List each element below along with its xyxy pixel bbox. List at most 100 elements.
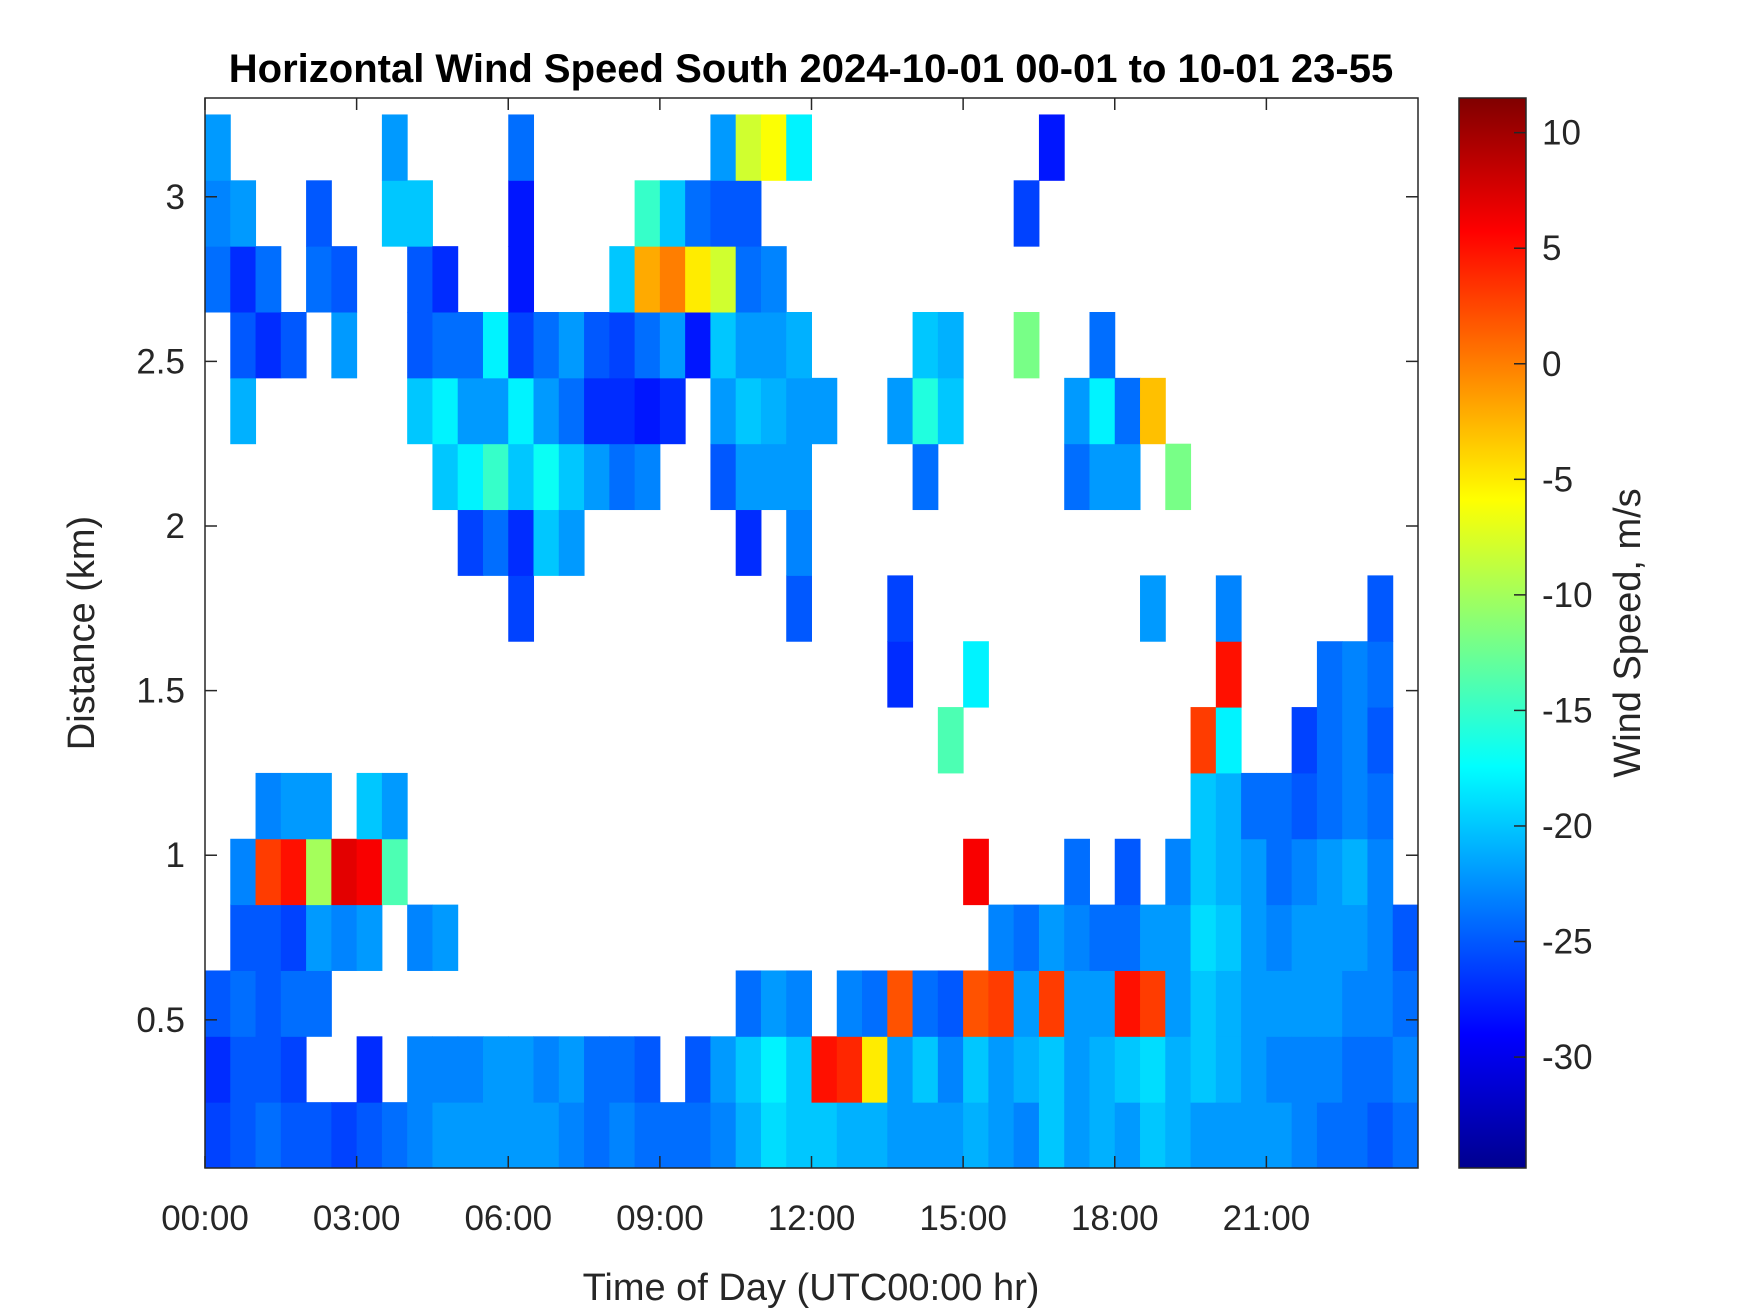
heatmap-cell	[634, 443, 661, 511]
heatmap-cell	[1266, 838, 1293, 906]
heatmap-cell	[280, 772, 307, 840]
heatmap-cell	[331, 1102, 358, 1169]
heatmap-cell	[862, 1102, 888, 1169]
heatmap-cell	[786, 970, 812, 1037]
heatmap-cell	[887, 575, 914, 642]
heatmap-cell	[407, 180, 433, 247]
heatmap-cell	[356, 904, 383, 971]
heatmap-cell	[1316, 772, 1343, 840]
heatmap-cell	[407, 312, 433, 379]
heatmap-cell	[205, 114, 231, 181]
heatmap-cell	[1038, 1102, 1065, 1169]
heatmap-cell	[1190, 838, 1217, 906]
heatmap-cell	[1291, 707, 1318, 774]
heatmap-cell	[1266, 1036, 1293, 1103]
colorbar-label: Wind Speed, m/s	[1607, 488, 1649, 777]
heatmap-cell	[558, 443, 585, 511]
heatmap-cell	[407, 904, 433, 971]
heatmap-cell	[710, 114, 737, 181]
colorbar-tick-label: -25	[1542, 923, 1593, 962]
heatmap-cell	[988, 1102, 1015, 1169]
heatmap-cell	[356, 838, 383, 906]
heatmap-cell	[1190, 772, 1217, 840]
chart-title: Horizontal Wind Speed South 2024-10-01 0…	[229, 47, 1393, 91]
heatmap-cell	[760, 377, 787, 445]
heatmap-cell	[280, 1102, 307, 1169]
heatmap-cell	[1367, 904, 1394, 971]
heatmap-cell	[710, 246, 737, 313]
heatmap-cell	[659, 377, 686, 445]
heatmap-cell	[1064, 838, 1090, 906]
heatmap-cell	[887, 1036, 914, 1103]
heatmap-cell	[280, 312, 307, 379]
heatmap-cell	[1367, 970, 1394, 1037]
heatmap-cell	[1241, 772, 1267, 840]
colorbar-tick-label: 10	[1542, 114, 1581, 153]
heatmap-cell	[1064, 970, 1090, 1037]
heatmap-cell	[558, 1036, 585, 1103]
heatmap-cell	[1114, 443, 1141, 511]
heatmap-cell	[306, 246, 332, 313]
heatmap-cell	[1013, 1102, 1040, 1169]
heatmap-cell	[230, 904, 257, 971]
heatmap-cell	[356, 1102, 383, 1169]
heatmap-cell	[331, 904, 358, 971]
heatmap-cell	[306, 838, 332, 906]
heatmap-cell	[1089, 904, 1116, 971]
heatmap-cell	[710, 377, 737, 445]
heatmap-cell	[1089, 377, 1116, 445]
colorbar-tick-label: 0	[1542, 345, 1561, 384]
heatmap-cell	[432, 904, 459, 971]
heatmap-cell	[558, 509, 585, 576]
heatmap-cell	[988, 1036, 1015, 1103]
heatmap-cell	[407, 1102, 433, 1169]
heatmap-cell	[508, 509, 535, 576]
heatmap-cell	[685, 312, 711, 379]
heatmap-cell	[735, 377, 762, 445]
heatmap-cell	[836, 970, 863, 1037]
heatmap-cell	[937, 707, 964, 774]
heatmap-cell	[1215, 904, 1242, 971]
heatmap-cell	[1089, 1102, 1116, 1169]
heatmap-cell	[1367, 575, 1394, 642]
heatmap-cell	[584, 443, 610, 511]
heatmap-cell	[432, 1036, 459, 1103]
y-tick-label: 2.5	[136, 342, 185, 381]
heatmap-cell	[912, 1102, 939, 1169]
heatmap-cell	[1342, 1102, 1368, 1169]
heatmap-cell	[659, 180, 686, 247]
heatmap-cell	[1241, 1036, 1267, 1103]
heatmap-cell	[1114, 377, 1141, 445]
heatmap-cell	[558, 312, 585, 379]
heatmap-cell	[508, 1036, 535, 1103]
heatmap-cell	[508, 114, 535, 181]
heatmap-cell	[634, 377, 661, 445]
heatmap-cell	[760, 1036, 787, 1103]
heatmap-cell	[1038, 904, 1065, 971]
heatmap-cell	[1064, 1036, 1090, 1103]
x-tick-label: 18:00	[1071, 1199, 1159, 1238]
heatmap-cell	[457, 312, 484, 379]
heatmap-cell	[558, 1102, 585, 1169]
heatmap-cell	[482, 443, 509, 511]
y-tick-label: 0.5	[136, 1001, 185, 1040]
heatmap-cell	[912, 312, 939, 379]
heatmap-cell	[634, 1036, 661, 1103]
heatmap-cell	[584, 1036, 610, 1103]
heatmap-cell	[306, 970, 332, 1037]
heatmap-cell	[836, 1036, 863, 1103]
heatmap-cell	[1367, 707, 1394, 774]
heatmap-cell	[255, 1036, 282, 1103]
heatmap-cell	[1367, 772, 1394, 840]
heatmap-cell	[432, 1102, 459, 1169]
heatmap-cell	[710, 443, 737, 511]
heatmap-cell	[710, 1036, 737, 1103]
heatmap-cell	[584, 312, 610, 379]
heatmap-cell	[482, 377, 509, 445]
heatmap-cell	[533, 1102, 560, 1169]
heatmap-cell	[1215, 575, 1242, 642]
heatmap-cell	[1140, 970, 1166, 1037]
heatmap-cell	[735, 443, 762, 511]
heatmap-cell	[760, 246, 787, 313]
heatmap-cell	[584, 377, 610, 445]
